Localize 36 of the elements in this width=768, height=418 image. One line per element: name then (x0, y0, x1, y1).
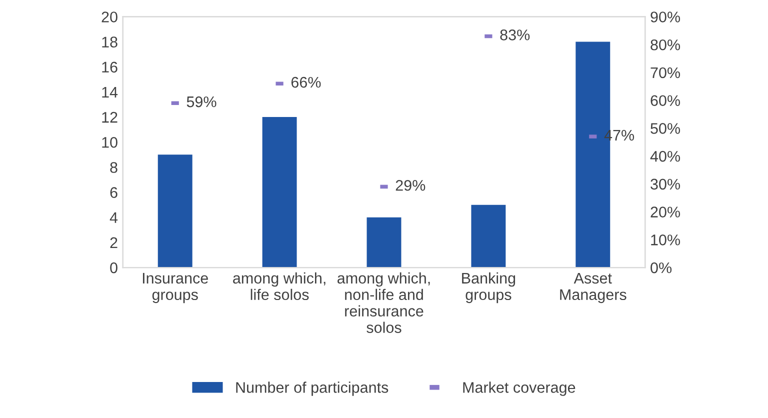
x-tick-label: among which, life solos (233, 272, 326, 300)
data-label: 83% (500, 30, 530, 40)
y2-tick-label: 0% (650, 262, 672, 274)
y2-tick-label: 70% (650, 67, 680, 78)
y2-tick-label: 30% (650, 178, 680, 190)
y-tick-label: 14 (102, 86, 118, 98)
legend-label: Number of participants (236, 382, 388, 396)
data-label: 29% (396, 180, 426, 191)
y2-tick-label: 90% (650, 12, 680, 22)
y2-tick-label: 80% (650, 39, 680, 50)
y-tick-label: 8 (110, 162, 118, 173)
x-tick-label: among which, non-life and reinsurance solos (338, 272, 430, 333)
data-label: 59% (186, 96, 216, 108)
bar (471, 204, 506, 268)
y2-tick-label: 40% (650, 150, 680, 162)
bar (366, 217, 402, 268)
y-tick-label: 2 (110, 237, 118, 248)
x-tick-label: Asset Managers (560, 272, 626, 304)
y-tick-label: 6 (110, 187, 118, 198)
y2-tick-label: 60% (650, 95, 680, 106)
data-label: 66% (291, 76, 321, 88)
bar (158, 154, 192, 268)
y-tick-label: 16 (102, 62, 118, 73)
y-tick-label: 18 (102, 36, 118, 48)
y-tick-label: 20 (102, 12, 118, 22)
y-tick-label: 0 (110, 262, 118, 274)
y2-tick-label: 10% (651, 234, 680, 246)
y-tick-label: 12 (102, 112, 118, 123)
legend-label: Market coverage (463, 382, 576, 396)
x-tick-label: Insurance groups (142, 272, 208, 304)
x-tick-label: Banking groups (462, 272, 516, 304)
bar (262, 117, 297, 268)
y-tick-label: 4 (110, 212, 118, 223)
y-tick-label: 10 (102, 136, 118, 148)
y2-tick-label: 50% (650, 123, 680, 134)
y2-tick-label: 20% (650, 206, 680, 218)
